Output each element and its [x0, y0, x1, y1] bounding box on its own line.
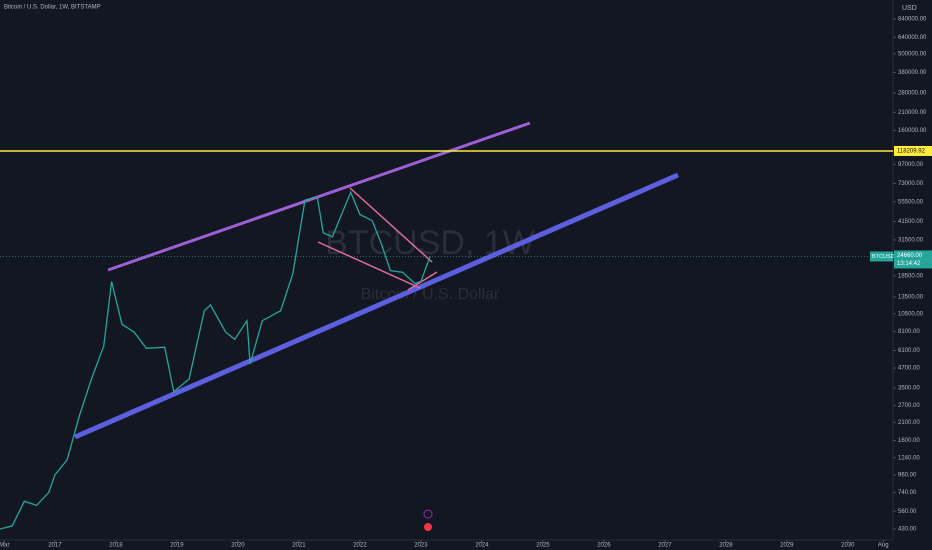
y-tick-label: 6100.00 [898, 348, 920, 354]
upper-channel-line [107, 121, 531, 272]
y-tick-label: 840000.00 [898, 17, 927, 23]
y-tick-label: 4700.00 [898, 366, 920, 372]
y-tick-label: 41500.00 [898, 219, 924, 225]
watermark: BTCUSD, 1W [325, 224, 535, 262]
y-tick-label: 10500.00 [898, 311, 924, 317]
y-tick-label: 960.00 [898, 472, 917, 478]
y-tick-label: 31500.00 [898, 238, 924, 244]
currency-label: USD [902, 5, 917, 12]
x-tick-label: 2017 [48, 543, 62, 549]
last-price-label: 24660.00 [897, 253, 923, 259]
y-tick-label: 2700.00 [898, 403, 920, 409]
y-tick-label: 640000.00 [898, 35, 927, 41]
x-tick-label: Aug [878, 543, 889, 549]
x-tick-label: 2025 [536, 543, 550, 549]
y-tick-label: 1240.00 [898, 455, 920, 461]
y-tick-label: 97000.00 [898, 162, 924, 168]
wedge-upper-line [349, 187, 433, 263]
x-tick-label: 2028 [719, 543, 733, 549]
y-tick-label: 2100.00 [898, 420, 920, 426]
y-tick-label: 8100.00 [898, 329, 920, 335]
y-tick-label: 18500.00 [898, 273, 924, 279]
y-tick-label: 55500.00 [898, 199, 924, 205]
x-tick-label: 2030 [841, 543, 855, 549]
symbol-label-box [870, 251, 893, 262]
x-tick-label: 2027 [658, 543, 672, 549]
y-tick-label: 13500.00 [898, 295, 924, 301]
x-tick-label: 2029 [780, 543, 794, 549]
y-tick-label: 3500.00 [898, 385, 920, 391]
wedge-lower-line [317, 241, 421, 289]
chart-title: Bitcoin / U.S. Dollar, 1W, BITSTAMP [4, 5, 101, 11]
wedge-tip-line [407, 271, 438, 291]
y-tick-label: 430.00 [898, 527, 917, 533]
last-price-box [894, 250, 932, 269]
y-tick-label: 160000.00 [898, 128, 927, 134]
x-tick-label: 2023 [414, 543, 428, 549]
y-tick-label: 1600.00 [898, 438, 920, 444]
y-tick-label: 560.00 [898, 509, 917, 515]
x-tick-label: 2019 [170, 543, 184, 549]
level-label: 118209.92 [897, 149, 926, 155]
event-icon[interactable] [423, 509, 433, 519]
x-tick-label: Mar [0, 543, 9, 549]
y-tick-label: 210000.00 [898, 110, 927, 116]
price-line [0, 190, 431, 530]
x-tick-label: 2024 [475, 543, 489, 549]
y-tick-label: 380000.00 [898, 70, 927, 76]
x-tick-label: 2026 [597, 543, 611, 549]
x-tick-label: 2021 [292, 543, 306, 549]
x-tick-label: 2018 [109, 543, 123, 549]
watermark-subtitle: Bitcoin / U.S. Dollar [361, 286, 500, 303]
y-tick-label: 500000.00 [898, 51, 927, 57]
level-label-box [894, 145, 932, 156]
x-tick-label: 2020 [231, 543, 245, 549]
symbol-label: BTCUSD [872, 254, 895, 260]
lower-channel-line [74, 172, 679, 440]
event-icon[interactable] [424, 523, 432, 531]
countdown-label: 13:14:42 [897, 261, 921, 267]
y-tick-label: 280000.00 [898, 91, 927, 97]
y-tick-label: 740.00 [898, 490, 917, 496]
x-tick-label: 2022 [353, 543, 367, 549]
y-tick-label: 73000.00 [898, 181, 924, 187]
